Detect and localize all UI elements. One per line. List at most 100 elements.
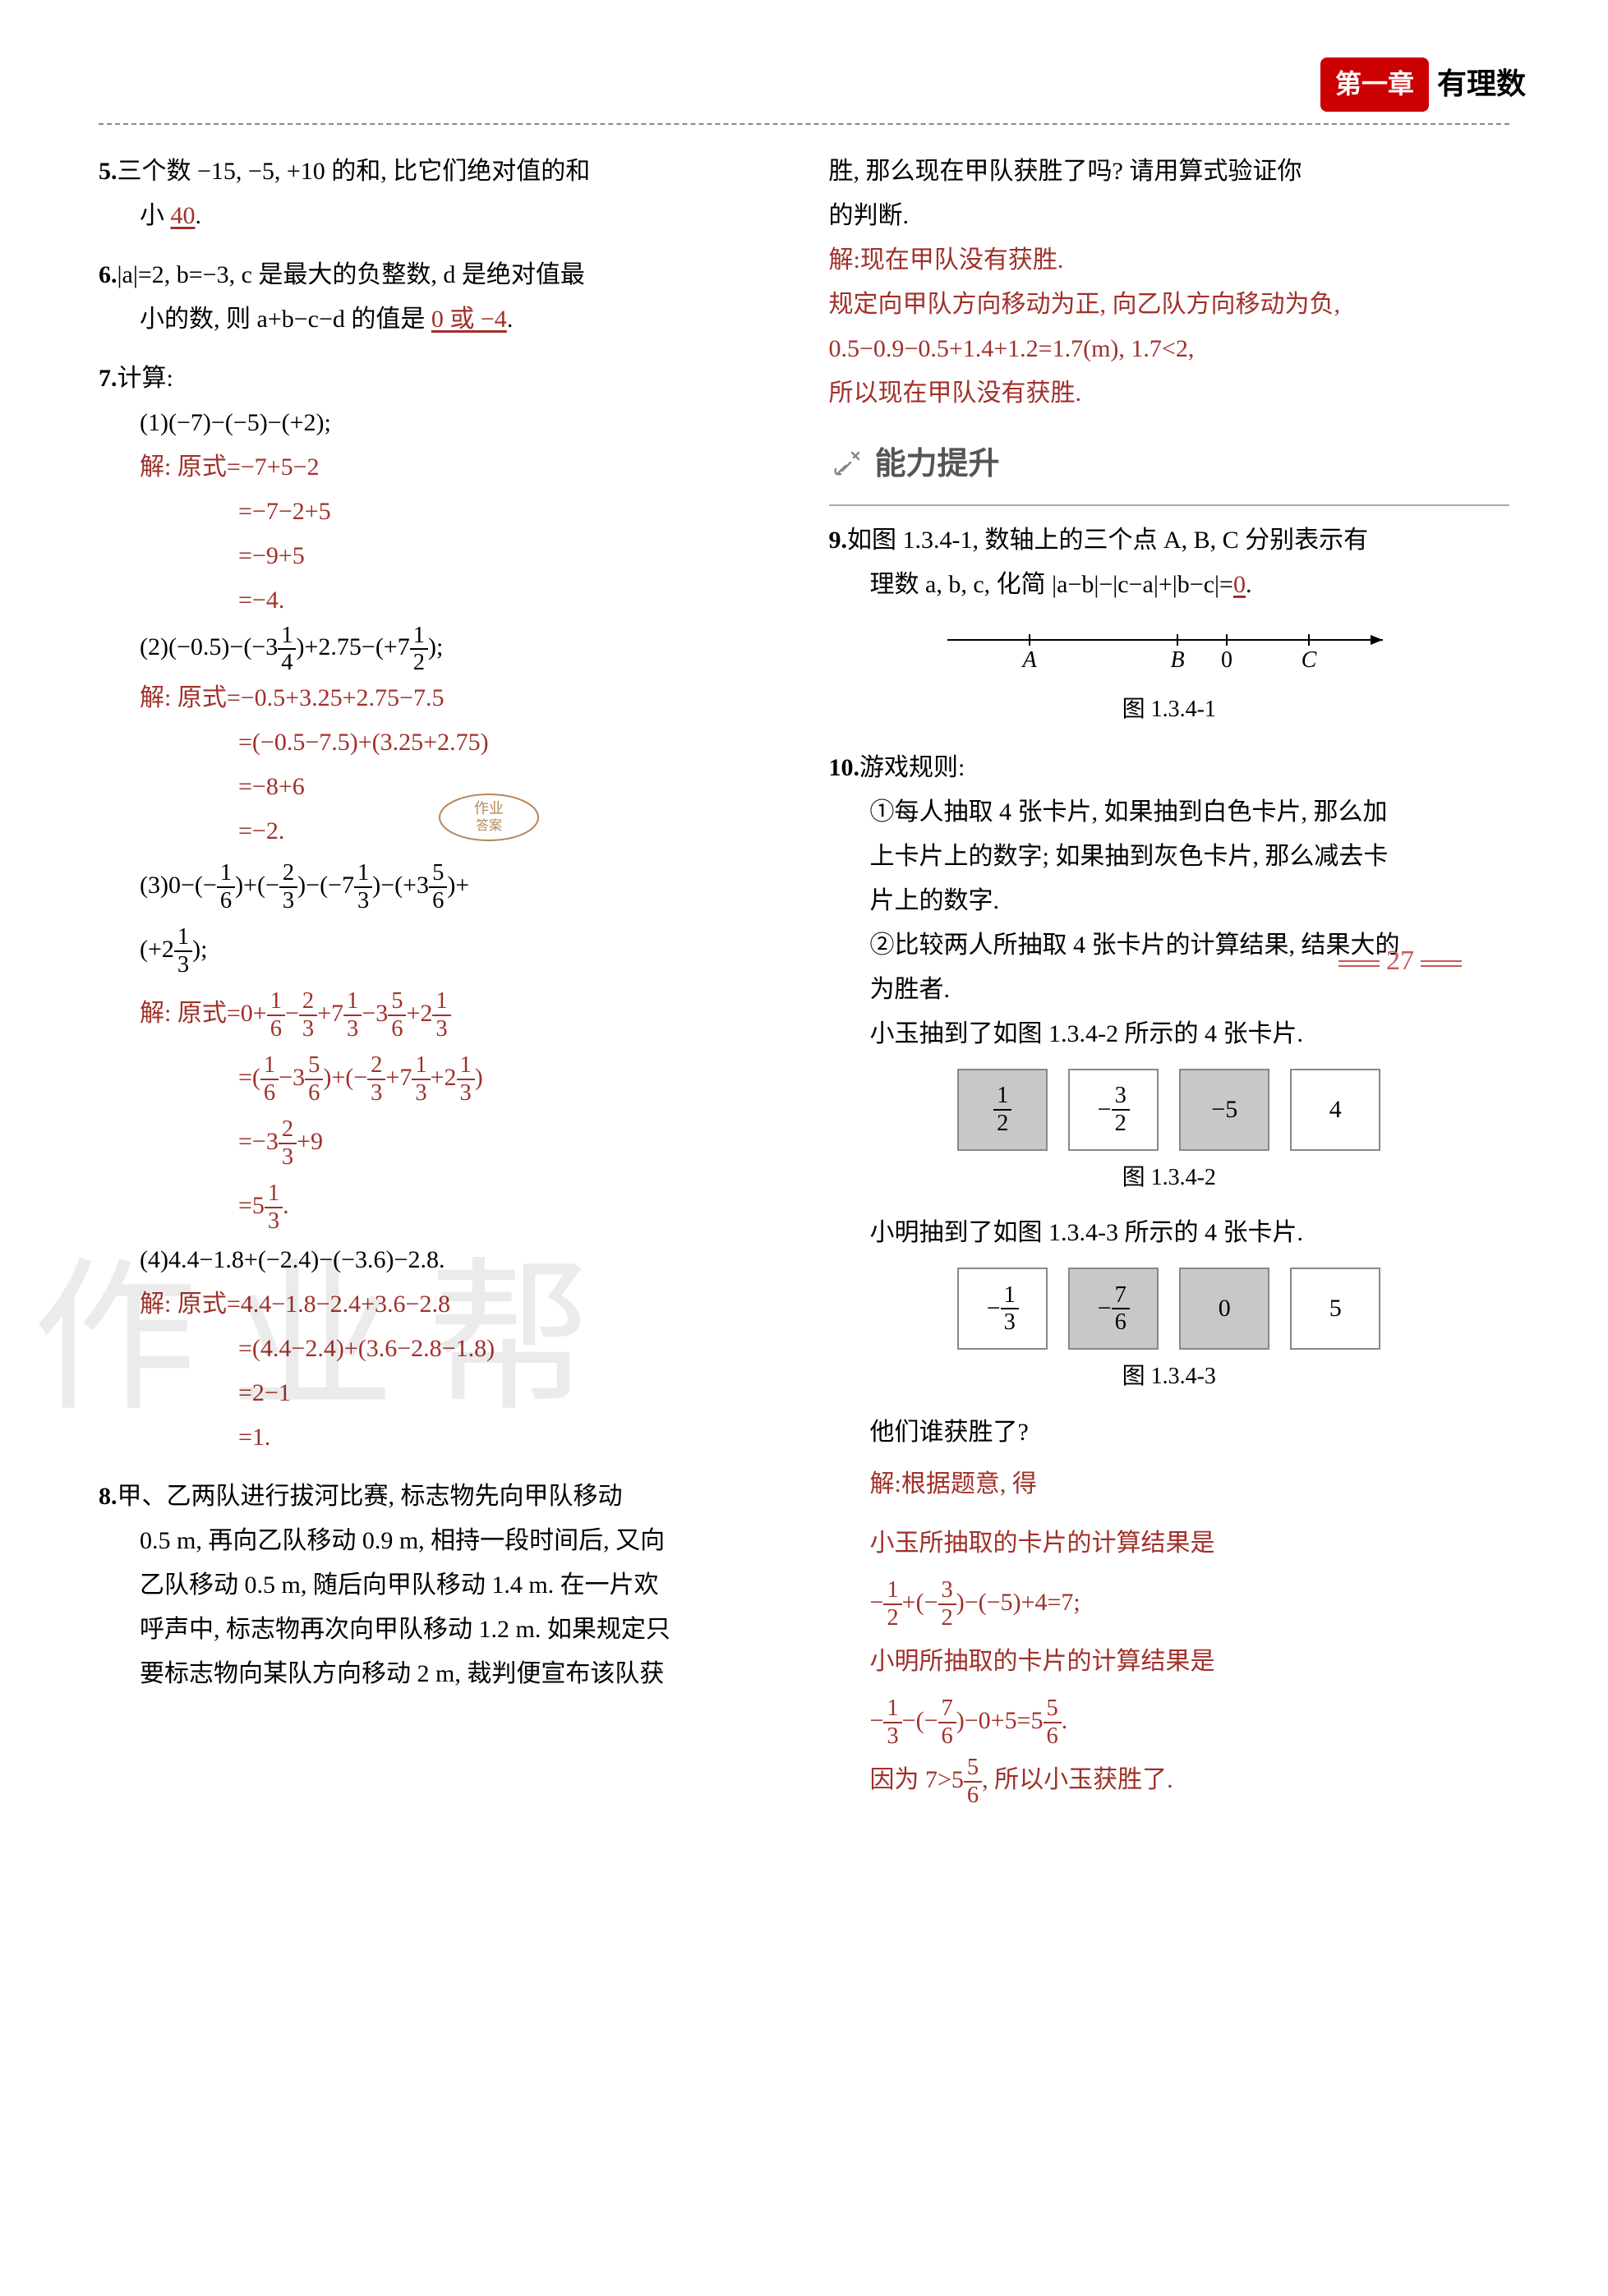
solution-line: =−7+5−2 [227,453,320,481]
problem-7-2: (2)(−0.5)−(−314)+2.75−(+712); [140,623,780,676]
problem-title: 计算: [117,365,173,392]
solution-7-2: 解: 原式=−0.5+3.25+2.75−7.5 =(−0.5−7.5)+(3.… [140,676,780,854]
conclusion: , 所以小玉获胜了. [982,1766,1173,1793]
card: 5 [1290,1268,1380,1350]
solution-line: 所以现在甲队没有获胜. [829,380,1082,407]
problem-line: 甲、乙两队进行拔河比赛, 标志物先向甲队移动 [117,1483,623,1510]
card: −5 [1179,1069,1269,1151]
problem-line: 要标志物向某队方向移动 2 m, 裁判便宣布该队获 [140,1660,664,1687]
problem-7: 7.计算: (1)(−7)−(−5)−(+2); 解: 原式=−7+5−2 =−… [99,357,780,1460]
solution-line: =1. [238,1424,270,1451]
subproblem-label: (1)(−7)−(−5)−(+2); [140,409,331,436]
header-divider [99,123,1509,125]
rule-line: 上卡片上的数字; 如果抽到灰色卡片, 那么减去卡 [870,843,1389,870]
solution-line: 规定向甲队方向移动为正, 向乙队方向移动为负, [829,291,1341,318]
problem-6: 6.|a|=2, b=−3, c 是最大的负整数, d 是绝对值最 小的数, 则… [99,253,780,342]
chapter-badge: 第一章 [1320,58,1429,112]
problem-text: . [1246,571,1252,598]
solution-10: 解:根据题意, 得 小玉所抽取的卡片的计算结果是 −12+(−32)−(−5)+… [870,1455,1510,1810]
problem-number: 10. [829,754,860,781]
problem-10: 10.游戏规则: ①每人抽取 4 张卡片, 如果抽到白色卡片, 那么加 上卡片上… [829,746,1510,1810]
card: −13 [957,1268,1048,1350]
xiaoyu-cards: 12 −32 −5 4 [829,1069,1510,1151]
problem-8-continued: 胜, 那么现在甲队获胜了吗? 请用算式验证你 的判断. 解:现在甲队没有获胜. … [829,150,1510,416]
solution-label: 解: 原式 [140,684,227,711]
problem-line: 的判断. [829,202,910,229]
problem-title: 游戏规则: [859,754,965,781]
answer-blank: 40 [171,202,196,229]
rule-line: ①每人抽取 4 张卡片, 如果抽到白色卡片, 那么加 [870,798,1388,826]
problem-text: 三个数 −15, −5, +10 的和, 比它们绝对值的和 [117,158,591,185]
solution-label: 解: 原式 [140,1291,227,1318]
xiaoyu-text: 小玉抽到了如图 1.3.4-2 所示的 4 张卡片. [870,1020,1304,1047]
solution-line: =−8+6 [238,773,305,800]
solution-line: =(−0.5−7.5)+(3.25+2.75) [238,729,489,756]
solution-line: =(4.4−2.4)+(3.6−2.8−1.8) [238,1335,495,1362]
section-header: 能力提升 [829,436,1510,492]
solution-line: =−0.5+3.25+2.75−7.5 [227,684,445,711]
problem-text: 小的数, 则 a+b−c−d 的值是 [140,306,425,333]
figure-caption: 图 1.3.4-1 [829,689,1510,730]
right-column: 胜, 那么现在甲队获胜了吗? 请用算式验证你 的判断. 解:现在甲队没有获胜. … [829,150,1510,1824]
subproblem-label: (2)(−0.5)− [140,633,243,660]
solution-line: =−4. [238,587,284,614]
solution-line: =2−1 [238,1379,291,1406]
problem-7-1: (1)(−7)−(−5)−(+2); [140,401,780,445]
svg-text:A: A [1021,647,1037,673]
solution-line: =−9+5 [238,542,305,569]
solution-7-4: 解: 原式=4.4−1.8−2.4+3.6−2.8 =(4.4−2.4)+(3.… [140,1282,780,1460]
answer-blank: 0 或 −4 [431,306,507,333]
problem-line: 0.5 m, 再向乙队移动 0.9 m, 相持一段时间后, 又向 [140,1527,665,1554]
rule-line: ②比较两人所抽取 4 张卡片的计算结果, 结果大的 [870,932,1400,959]
chapter-title: 有理数 [1437,58,1526,111]
page-number: 27 [1332,934,1468,987]
section-title: 能力提升 [875,436,1000,492]
problem-line: 乙队移动 0.5 m, 随后向甲队移动 1.4 m. 在一片欢 [140,1571,659,1599]
question: 他们谁获胜了? [870,1419,1029,1446]
problem-text: 理数 a, b, c, 化简 |a−b|−|c−a|+|b−c|= [870,571,1233,598]
card: −32 [1068,1069,1159,1151]
left-column: 5.三个数 −15, −5, +10 的和, 比它们绝对值的和 小 40. 6.… [99,150,780,1824]
solution-8: 解:现在甲队没有获胜. 规定向甲队方向移动为正, 向乙队方向移动为负, 0.5−… [829,238,1510,416]
solution-line: 现在甲队没有获胜. [860,246,1064,274]
card: −76 [1068,1268,1159,1350]
problem-5: 5.三个数 −15, −5, +10 的和, 比它们绝对值的和 小 40. [99,150,780,238]
subproblem-label: (3)0− [140,872,195,899]
xiaoming-text: 小明抽到了如图 1.3.4-3 所示的 4 张卡片. [870,1219,1304,1246]
problem-text: . [507,306,514,333]
conclusion: 因为 7>5 [870,1766,964,1793]
solution-7-3: 解: 原式=0+16−23+713−356+213 =(16−356)+(−23… [140,982,780,1238]
problem-text: |a|=2, b=−3, c 是最大的负整数, d 是绝对值最 [117,261,585,288]
problem-number: 9. [829,527,848,554]
number-line-figure: A B 0 C [923,619,1416,677]
subproblem-label: (4)4.4−1.8+(−2.4)−(−3.6)−2.8. [140,1246,445,1273]
satellite-icon [829,446,865,482]
problem-line: 胜, 那么现在甲队获胜了吗? 请用算式验证你 [829,158,1302,185]
problem-8: 8.甲、乙两队进行拔河比赛, 标志物先向甲队移动 0.5 m, 再向乙队移动 0… [99,1475,780,1696]
problem-text: 如图 1.3.4-1, 数轴上的三个点 A, B, C 分别表示有 [847,527,1368,554]
card: 4 [1290,1069,1380,1151]
svg-text:C: C [1301,647,1316,673]
rule-line: 片上的数字. [870,887,1000,914]
card: 12 [957,1069,1048,1151]
rule-line: 为胜者. [870,976,951,1003]
svg-text:0: 0 [1221,647,1232,673]
solution-line: =4.4−1.8−2.4+3.6−2.8 [227,1291,450,1318]
svg-text:B: B [1170,647,1184,673]
problem-7-4: (4)4.4−1.8+(−2.4)−(−3.6)−2.8. [140,1238,780,1282]
problem-number: 6. [99,261,117,288]
solution-line: 0.5−0.9−0.5+1.4+1.2=1.7(m), 1.7<2, [829,335,1195,362]
answer-blank: 0 [1233,571,1246,598]
xiaoming-cards: −13 −76 0 5 [829,1268,1510,1350]
solution-label: 解: [870,1470,901,1498]
problem-text: . [196,202,202,229]
problem-7-3: (3)0−(−16)+(−23)−(−713)−(+356)+ (+213); [140,854,780,982]
problem-text: 小 [140,202,164,229]
solution-label: 解: 原式 [140,1000,227,1027]
problem-number: 8. [99,1483,117,1510]
solution-7-1: 解: 原式=−7+5−2 =−7−2+5 =−9+5 =−4. [140,445,780,623]
figure-caption: 图 1.3.4-3 [829,1356,1510,1397]
problem-line: 呼声中, 标志物再次向甲队移动 1.2 m. 如果规定只 [140,1616,670,1643]
figure-caption: 图 1.3.4-2 [829,1157,1510,1199]
solution-line: 根据题意, 得 [901,1470,1037,1498]
